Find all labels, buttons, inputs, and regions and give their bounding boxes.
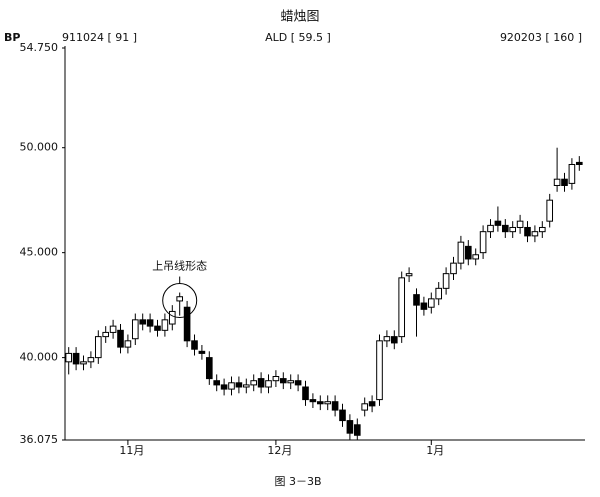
y-tick-label: 54.750 xyxy=(20,41,59,54)
y-tick-label: 36.075 xyxy=(20,433,59,446)
candle-body xyxy=(538,226,546,233)
candle-body xyxy=(80,361,87,365)
candle-body xyxy=(235,382,243,388)
candle-body xyxy=(65,352,73,363)
candle-body xyxy=(331,401,339,411)
candle-body xyxy=(198,350,206,354)
candle-body xyxy=(427,298,435,308)
x-tick-label: 11月 xyxy=(119,444,144,457)
y-tick-label: 50.000 xyxy=(20,141,59,154)
candle-body xyxy=(250,380,258,386)
candle-body xyxy=(124,340,132,348)
candle-body xyxy=(435,287,443,300)
candle-body xyxy=(450,262,457,275)
candle-body xyxy=(302,386,309,401)
candle-body xyxy=(94,336,102,359)
candle-body xyxy=(131,319,139,340)
candle-body xyxy=(228,382,235,390)
candle-body xyxy=(183,306,191,342)
candle-body xyxy=(398,277,406,338)
candle-body xyxy=(139,319,147,325)
candle-body xyxy=(501,224,509,233)
candle-body xyxy=(279,378,287,384)
candle-body xyxy=(420,302,428,310)
candle-body xyxy=(161,319,169,331)
chart-title: 蜡烛图 xyxy=(280,10,319,25)
candle-body xyxy=(213,380,221,386)
candle-body xyxy=(361,403,369,411)
candle-body xyxy=(553,178,561,186)
candle-body xyxy=(117,329,124,348)
header-center: ALD [ 59.5 ] xyxy=(265,31,331,44)
candle-body xyxy=(205,357,213,380)
candle-body xyxy=(265,380,272,388)
candle-body xyxy=(383,336,391,342)
candle-body xyxy=(102,331,110,338)
candle-body xyxy=(390,336,398,344)
candle-body xyxy=(405,273,413,277)
candle-body xyxy=(376,340,383,401)
candle-body xyxy=(257,378,265,388)
candle-body xyxy=(479,231,487,254)
candle-body xyxy=(154,325,161,331)
candle-body xyxy=(316,401,324,405)
candle-body xyxy=(413,294,420,306)
candle-body xyxy=(294,380,302,386)
candle-body xyxy=(87,357,95,363)
candle-body xyxy=(509,226,517,233)
annotation: 上吊线形态 xyxy=(152,259,207,273)
candle-body xyxy=(524,226,531,237)
candle-body xyxy=(309,399,317,403)
candle-body xyxy=(109,325,117,333)
candle-body xyxy=(568,163,576,184)
candle-body xyxy=(575,161,583,165)
candle-body xyxy=(561,178,568,186)
x-tick-label: 12月 xyxy=(267,444,292,457)
caption: 图 3－3B xyxy=(274,475,321,488)
candle-body xyxy=(242,384,250,388)
candle-body xyxy=(324,401,332,405)
candle-body xyxy=(546,199,554,222)
candle-body xyxy=(191,340,198,350)
candle-body xyxy=(516,220,524,228)
y-label: BP xyxy=(4,31,20,44)
candle-body xyxy=(220,384,228,390)
candle-body xyxy=(487,224,494,233)
candle-body xyxy=(176,296,184,302)
candle-body xyxy=(457,241,465,264)
candle-body xyxy=(339,409,346,422)
candle-body xyxy=(287,380,295,384)
candle-body xyxy=(368,401,376,407)
candle-body xyxy=(464,245,472,260)
candle-body xyxy=(346,420,354,434)
candle-body xyxy=(146,319,154,327)
candle-body xyxy=(494,220,502,226)
candle-body xyxy=(472,254,480,260)
candle-body xyxy=(72,352,80,365)
y-tick-label: 45.000 xyxy=(20,246,59,259)
header-right: 920203 [ 160 ] xyxy=(500,31,582,44)
y-tick-label: 40.000 xyxy=(20,351,59,364)
candle-body xyxy=(531,231,539,237)
candle-body xyxy=(272,376,280,382)
candle-body xyxy=(168,310,176,325)
header-left: 911024 [ 91 ] xyxy=(62,31,137,44)
candle-body xyxy=(353,424,361,436)
x-tick-label: 1月 xyxy=(426,444,444,457)
candle-body xyxy=(442,273,450,289)
